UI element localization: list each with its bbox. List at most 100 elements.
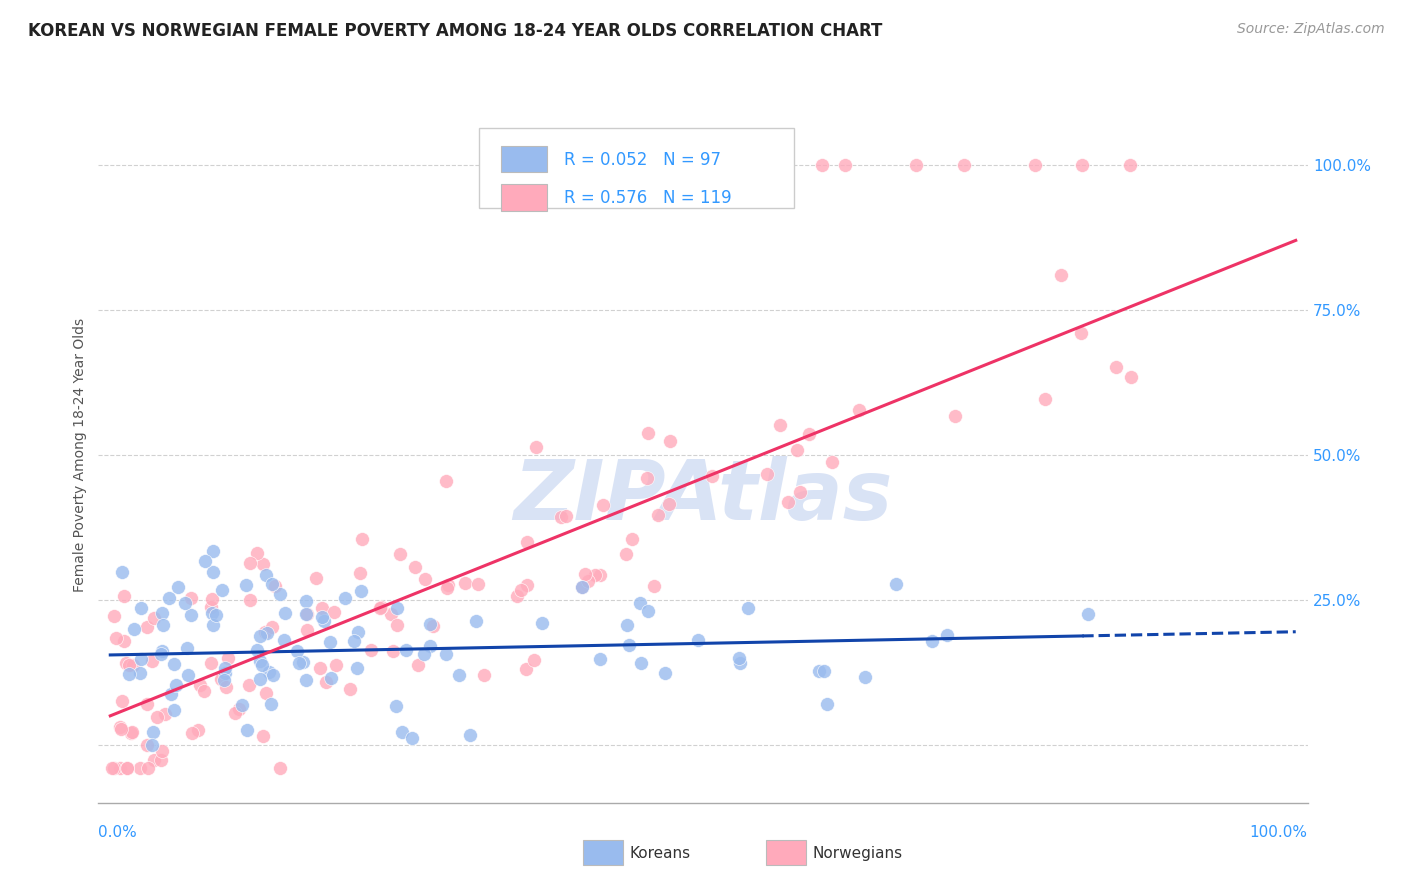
- Point: [413, 647, 436, 661]
- Point: [352, 533, 374, 547]
- Point: [515, 662, 537, 676]
- Point: [167, 580, 190, 594]
- Point: [181, 725, 204, 739]
- Point: [360, 642, 382, 657]
- Point: [751, 158, 773, 172]
- Point: [516, 578, 538, 592]
- Point: [257, 665, 280, 679]
- Point: [419, 639, 441, 653]
- Point: [387, 601, 409, 615]
- Point: [252, 558, 274, 572]
- Point: [630, 657, 652, 671]
- Text: Koreans: Koreans: [630, 847, 690, 861]
- Point: [628, 596, 651, 610]
- Point: [111, 694, 134, 708]
- Point: [294, 673, 316, 688]
- Point: [231, 698, 253, 713]
- Point: [686, 633, 709, 648]
- Point: [458, 728, 481, 742]
- Point: [422, 618, 444, 632]
- Point: [311, 601, 333, 615]
- Point: [550, 510, 572, 524]
- Point: [346, 661, 368, 675]
- Point: [111, 565, 134, 579]
- Point: [943, 409, 966, 423]
- Text: R = 0.576   N = 119: R = 0.576 N = 119: [564, 189, 731, 207]
- Point: [135, 698, 157, 712]
- Point: [389, 547, 412, 561]
- Point: [209, 672, 232, 686]
- Point: [636, 471, 658, 485]
- Point: [193, 684, 215, 698]
- Point: [118, 657, 141, 672]
- Point: [108, 720, 131, 734]
- Point: [583, 568, 606, 582]
- Point: [755, 467, 778, 481]
- Point: [200, 599, 222, 614]
- Point: [702, 468, 724, 483]
- Point: [129, 652, 152, 666]
- Text: R = 0.052   N = 97: R = 0.052 N = 97: [564, 151, 721, 169]
- Point: [262, 576, 284, 591]
- Point: [848, 402, 870, 417]
- Point: [150, 743, 173, 757]
- Point: [122, 657, 145, 672]
- Point: [1105, 360, 1128, 375]
- Point: [254, 625, 277, 640]
- Text: 100.0%: 100.0%: [1250, 825, 1308, 840]
- Point: [201, 565, 224, 579]
- Point: [349, 566, 371, 580]
- Point: [797, 427, 820, 442]
- Point: [295, 593, 318, 607]
- Point: [288, 656, 311, 670]
- Point: [269, 761, 291, 775]
- Point: [264, 579, 287, 593]
- Point: [269, 587, 291, 601]
- Y-axis label: Female Poverty Among 18-24 Year Olds: Female Poverty Among 18-24 Year Olds: [73, 318, 87, 592]
- Point: [464, 614, 486, 628]
- Point: [252, 729, 274, 743]
- Point: [437, 578, 460, 592]
- Point: [1119, 158, 1142, 172]
- Point: [305, 571, 328, 585]
- Point: [813, 664, 835, 678]
- Point: [728, 650, 751, 665]
- Point: [368, 600, 391, 615]
- Point: [413, 573, 436, 587]
- Point: [637, 425, 659, 440]
- Point: [153, 707, 176, 722]
- Point: [141, 655, 163, 669]
- Point: [380, 607, 402, 622]
- Point: [150, 753, 173, 767]
- Point: [114, 657, 136, 671]
- Point: [150, 644, 173, 658]
- Point: [131, 601, 153, 615]
- Point: [778, 495, 800, 509]
- Point: [252, 658, 274, 673]
- Point: [436, 581, 458, 595]
- Point: [637, 604, 659, 618]
- Point: [142, 753, 165, 767]
- Point: [1024, 158, 1046, 172]
- Point: [128, 761, 150, 775]
- Point: [110, 723, 132, 737]
- Point: [273, 633, 295, 648]
- Point: [654, 665, 676, 680]
- Point: [406, 657, 429, 672]
- Point: [262, 667, 284, 681]
- Point: [447, 668, 470, 682]
- Point: [769, 417, 792, 432]
- Point: [180, 607, 202, 622]
- Point: [643, 579, 665, 593]
- Point: [434, 647, 457, 661]
- Point: [614, 548, 637, 562]
- Point: [592, 498, 614, 512]
- Point: [115, 761, 138, 775]
- Point: [114, 634, 136, 648]
- Point: [235, 723, 257, 738]
- Point: [325, 658, 347, 673]
- Point: [239, 593, 262, 607]
- Point: [382, 644, 405, 658]
- Point: [215, 680, 238, 694]
- Point: [810, 158, 832, 172]
